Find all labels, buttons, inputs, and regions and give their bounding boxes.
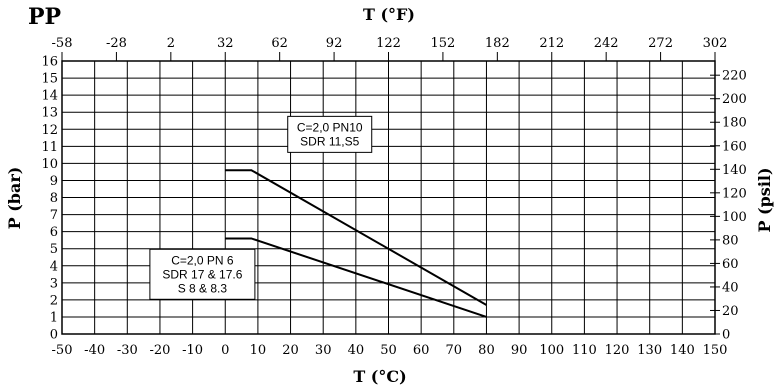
y-tick-label: 2 — [50, 293, 58, 308]
y-tick-label: 15 — [41, 72, 58, 87]
series-line-2 — [225, 237, 487, 318]
annotation-text: SDR 17 & 17.6 — [162, 267, 242, 281]
y2-tick-label: 120 — [722, 186, 747, 201]
annotation-box-frame — [149, 248, 256, 300]
x2-tick-label: 182 — [485, 36, 510, 51]
x2-tick-label: 152 — [431, 36, 456, 51]
x-tick-label: 30 — [315, 343, 332, 358]
x-tick-label: 10 — [250, 343, 267, 358]
x-tick-label: 130 — [637, 343, 662, 358]
y-tick-label: 8 — [50, 191, 58, 206]
y2-tick-label: 220 — [722, 69, 747, 84]
right-axis-ticks: 0 20 40 60 80 100 120 140 160 180 200 220 — [710, 69, 747, 343]
x2-tick-label: 122 — [376, 36, 401, 51]
y2-axis-label: P (psil) — [755, 167, 774, 232]
x-tick-label: 120 — [605, 343, 630, 358]
y2-tick-label: 60 — [722, 257, 739, 272]
y2-tick-label: 100 — [722, 210, 747, 225]
y-tick-label: 4 — [50, 259, 58, 274]
series-group — [225, 169, 487, 318]
y-tick-label: 11 — [41, 140, 58, 155]
x-tick-label: -30 — [117, 343, 138, 358]
annotation-text: SDR 11,S5 — [300, 134, 359, 148]
y-tick-label: 6 — [50, 225, 58, 240]
x-tick-label: 70 — [446, 343, 463, 358]
annotation-text: C=2,0 PN10 — [297, 120, 363, 134]
y-tick-label: 16 — [41, 55, 58, 70]
y-tick-label: 5 — [50, 242, 58, 257]
bottom-axis-ticks: -50 -40 -30 -20 -10 0 10 20 30 40 50 60 70 80 90 100 110… — [52, 343, 728, 358]
x2-tick-label: 272 — [648, 36, 673, 51]
x2-tick-label: 242 — [594, 36, 619, 51]
x-tick-label: 40 — [348, 343, 365, 358]
y-tick-label: 14 — [41, 89, 58, 104]
x-tick-label: 110 — [572, 343, 597, 358]
x-axis-label: T (°C) — [353, 367, 406, 386]
x-tick-label: -20 — [149, 343, 170, 358]
x2-tick-label: 2 — [167, 36, 175, 51]
x-tick-label: 60 — [413, 343, 430, 358]
y-tick-label: 10 — [41, 157, 58, 172]
annotation-text: C=2,0 PN 6 — [171, 253, 234, 267]
x-tick-label: 90 — [511, 343, 528, 358]
x-tick-label: 140 — [670, 343, 695, 358]
x-tick-label: 0 — [221, 343, 229, 358]
chart-title: PP — [28, 4, 61, 30]
annotation-text: S 8 & 8.3 — [178, 281, 228, 295]
y2-tick-label: 160 — [722, 139, 747, 154]
y-tick-label: 13 — [41, 106, 58, 121]
x2-tick-label: -58 — [52, 36, 73, 51]
y2-tick-label: 180 — [722, 116, 747, 131]
x2-tick-label: 62 — [271, 36, 288, 51]
x2-tick-label: -28 — [106, 36, 127, 51]
y-tick-label: 0 — [50, 328, 58, 343]
top-axis-ticks: -58 -28 2 32 62 92 122 152 182 212 242 272 302 — [52, 36, 728, 61]
x-tick-label: 20 — [282, 343, 299, 358]
x-tick-label: 150 — [703, 343, 728, 358]
y-tick-label: 7 — [50, 208, 58, 223]
x-tick-label: 100 — [539, 343, 564, 358]
x2-axis-label: T (°F) — [363, 5, 415, 24]
y-tick-label: 12 — [41, 123, 58, 138]
x2-tick-label: 302 — [703, 36, 728, 51]
annotation-box-frame — [287, 115, 373, 153]
y2-tick-label: 200 — [722, 92, 747, 107]
x2-tick-label: 212 — [539, 36, 564, 51]
x-tick-label: -50 — [52, 343, 73, 358]
x-tick-label: 50 — [380, 343, 397, 358]
y2-tick-label: 20 — [722, 304, 739, 319]
y-axis-label: P (bar) — [5, 167, 24, 230]
y2-tick-label: 80 — [722, 233, 739, 248]
x-tick-label: -40 — [84, 343, 105, 358]
y-tick-label: 1 — [50, 310, 58, 325]
x2-tick-label: 92 — [326, 36, 343, 51]
x-tick-label: 80 — [478, 343, 495, 358]
y2-tick-label: 0 — [722, 328, 730, 343]
y2-tick-label: 40 — [722, 280, 739, 295]
y-tick-label: 9 — [50, 174, 58, 189]
y2-tick-label: 140 — [722, 163, 747, 178]
x-tick-label: -10 — [182, 343, 203, 358]
x2-tick-label: 32 — [217, 36, 234, 51]
series-line-1 — [225, 169, 487, 306]
y-tick-label: 3 — [50, 276, 58, 291]
